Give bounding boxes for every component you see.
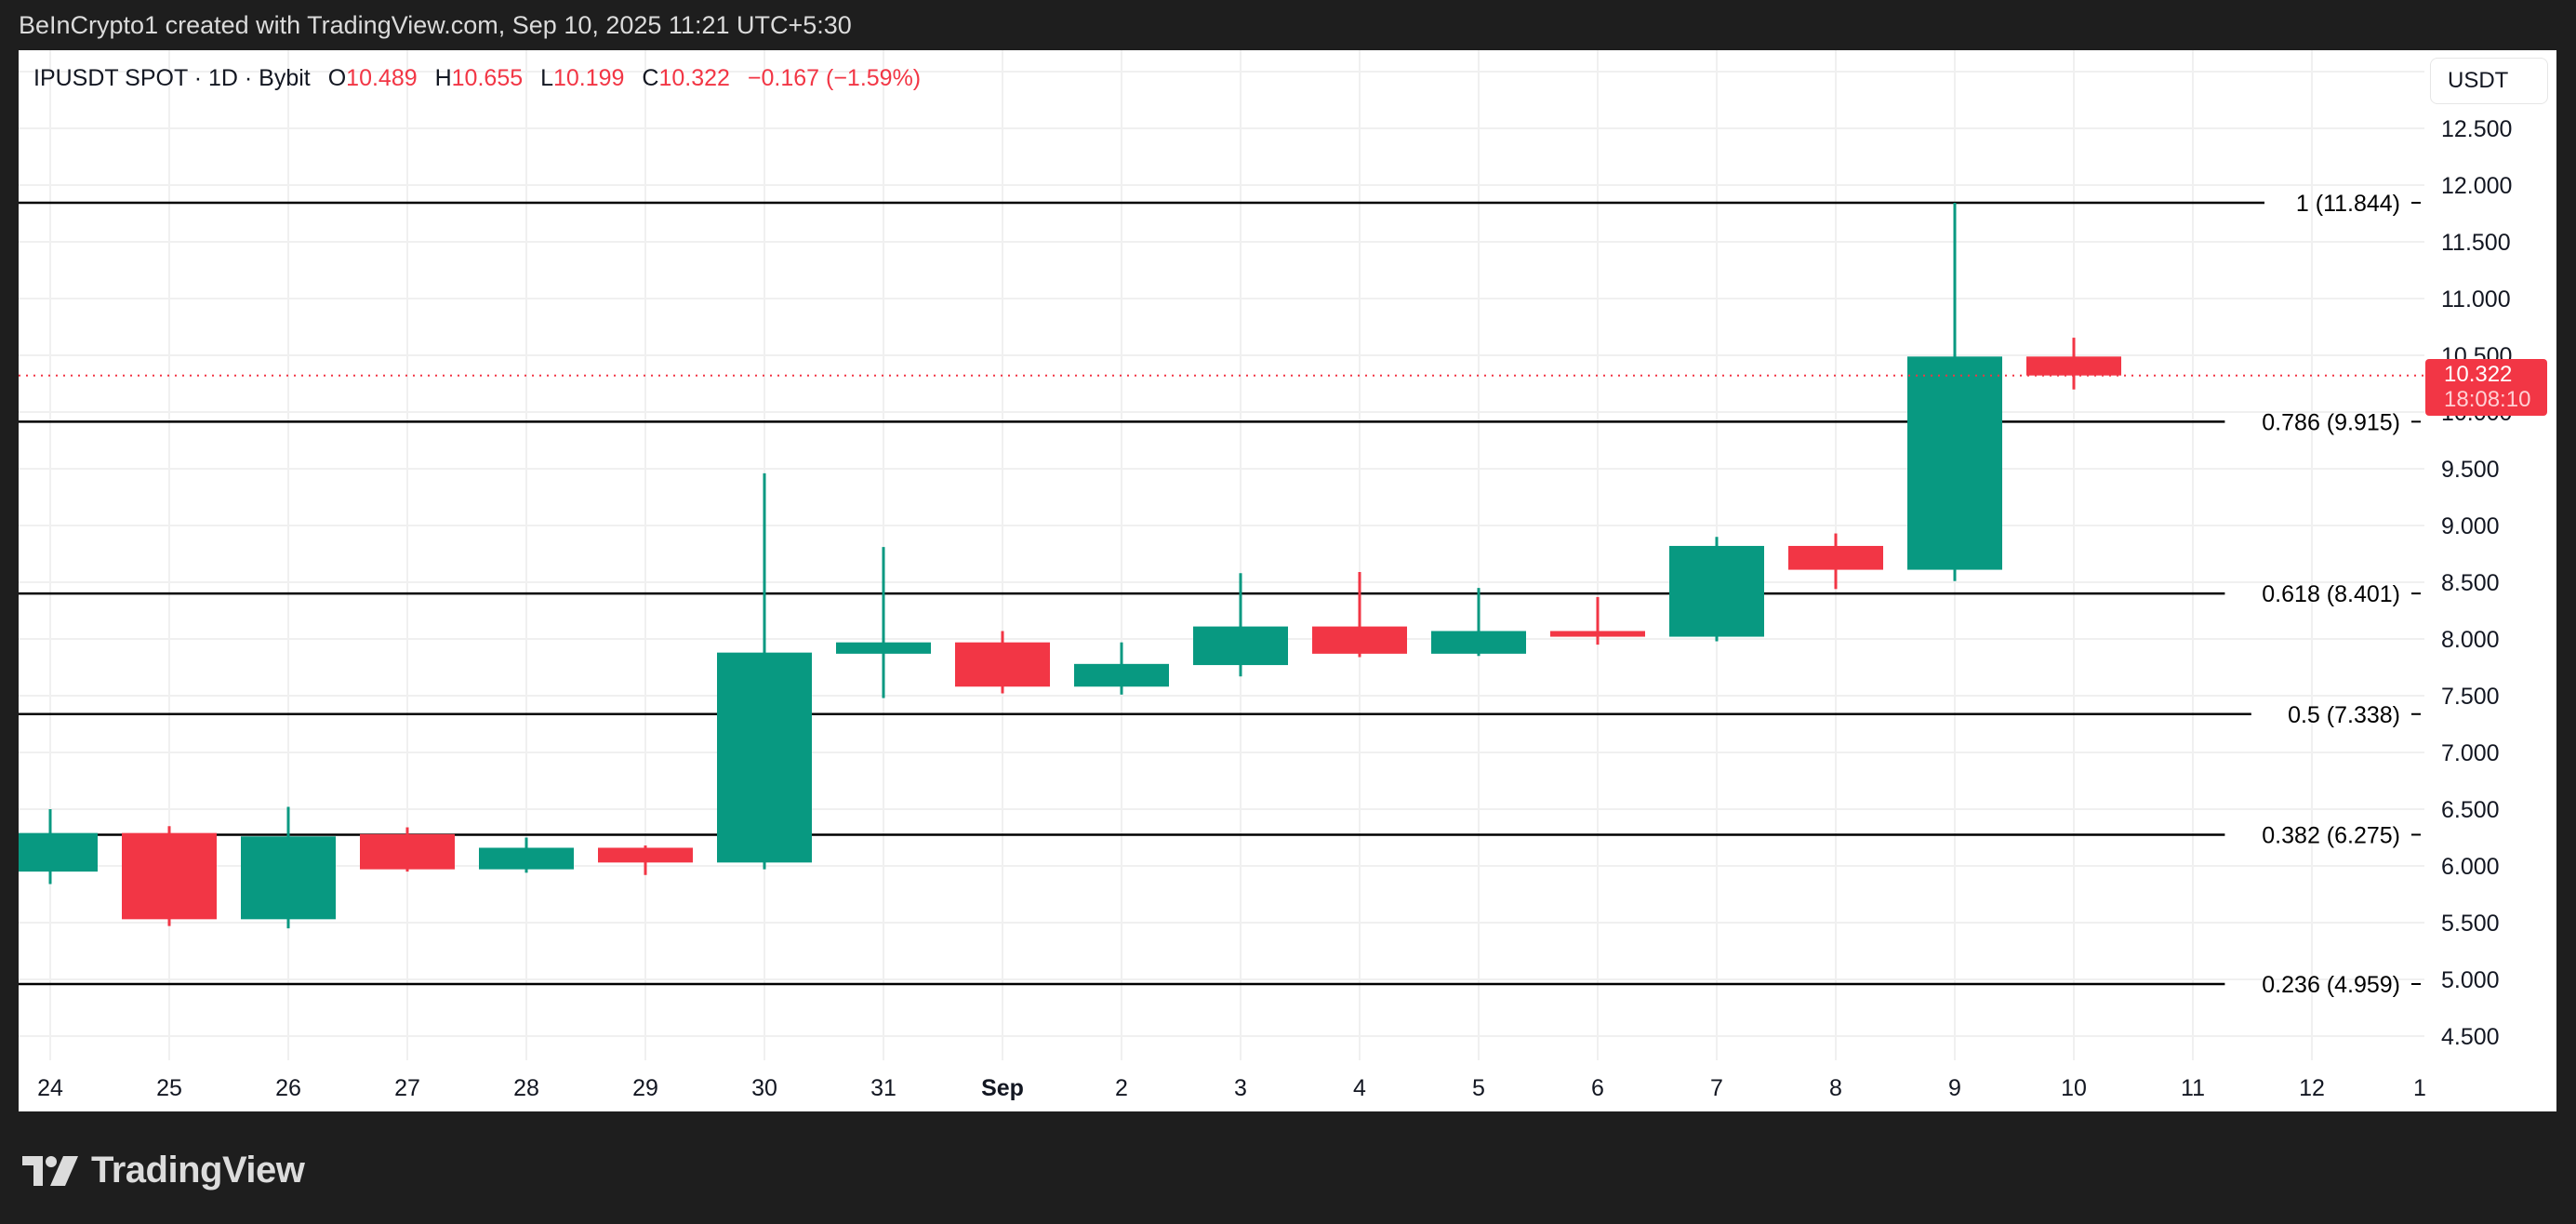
price-tick-label: 8.000 [2441,627,2500,653]
price-tick-label: 12.000 [2441,173,2512,199]
candle-body [19,832,98,872]
fibonacci-levels: 1 (11.844) 0.786 (9.915) 0.618 (8.401) 0.5 … [19,191,2421,998]
time-tick-label: 6 [1591,1075,1604,1101]
open-value: 10.489 [346,65,418,91]
price-tick-label: 7.000 [2441,740,2500,766]
time-tick-label: 9 [1948,1075,1961,1101]
time-tick-label: Sep [981,1075,1024,1101]
time-tick-label: 12 [2299,1075,2325,1101]
candle-body [1550,631,1645,637]
last-price-value: 10.322 [2444,362,2513,387]
time-tick-label: 8 [1829,1075,1842,1101]
fib-label: 0.382 (6.275) [2262,822,2400,848]
price-tick-label: 11.000 [2441,286,2511,313]
price-tick-label: 8.500 [2441,570,2500,596]
price-tick-label: 7.500 [2441,684,2500,710]
tradingview-logo[interactable]: TradingView [22,1150,305,1191]
time-tick-label: 25 [156,1075,182,1101]
bar-countdown: 18:08:10 [2444,387,2531,412]
fib-label: 1 (11.844) [2296,191,2400,217]
candle-body [360,833,455,870]
price-tick-label: 6.000 [2441,854,2500,880]
fib-label: 0.618 (8.401) [2262,581,2400,607]
price-tick-label: 12.500 [2441,116,2512,142]
high-label: H [434,65,452,91]
candlestick-chart[interactable]: 1 (11.844) 0.786 (9.915) 0.618 (8.401) 0.5 … [19,50,2556,1111]
time-tick-label: 31 [870,1075,896,1101]
time-tick-label: 30 [751,1075,777,1101]
time-tick-label: 26 [275,1075,301,1101]
price-tick-label: 9.500 [2441,457,2500,483]
candles [19,203,2121,929]
time-tick-label: 7 [1710,1075,1723,1101]
price-tick-label: 5.500 [2441,911,2500,937]
time-tick-label: 4 [1353,1075,1366,1101]
time-tick-label: 29 [632,1075,658,1101]
symbol-title: IPUSDT SPOT · 1D · Bybit [33,65,311,91]
candle-body [717,652,812,863]
candle-body [598,847,693,863]
currency-button[interactable]: USDT [2430,58,2548,104]
price-tick-label: 9.000 [2441,513,2500,539]
high-value: 10.655 [451,65,524,91]
fib-label: 0.236 (4.959) [2262,972,2400,998]
time-tick-label: 5 [1472,1075,1485,1101]
tradingview-logo-icon [22,1155,78,1186]
close-value: 10.322 [658,65,730,91]
candle-body [1669,545,1764,637]
candle-body [1788,545,1883,570]
last-price-tag: 10.322 18:08:10 [2425,359,2547,416]
candle-body [1193,626,1288,666]
price-tick-label: 6.500 [2441,797,2500,823]
candle-body [2026,356,2121,376]
time-tick-label: 3 [1234,1075,1247,1101]
low-label: L [540,65,553,91]
candle-body [479,847,574,870]
time-tick-label: 27 [394,1075,420,1101]
tradingview-logo-text: TradingView [91,1150,305,1191]
candle-body [1312,626,1407,654]
time-tick-label: 24 [37,1075,63,1101]
price-axis[interactable]: 4.500 5.000 5.500 6.000 6.500 7.000 7.500 8.000… [2441,116,2512,1050]
grid-lines [19,50,2424,1060]
fib-label: 0.786 (9.915) [2262,409,2400,435]
close-label: C [642,65,659,91]
candle-body [955,642,1050,687]
open-label: O [327,65,347,91]
price-tick-label: 5.000 [2441,967,2500,993]
candle-body [1907,356,2002,570]
chart-panel[interactable]: 1 (11.844) 0.786 (9.915) 0.618 (8.401) 0.5 … [19,50,2556,1111]
fib-label: 0.5 (7.338) [2288,702,2400,728]
chart-credit: BeInCrypto1 created with TradingView.com… [19,11,852,39]
time-tick-label: 11 [2181,1075,2205,1101]
candle-body [122,832,217,920]
time-tick-label: 28 [513,1075,539,1101]
time-tick-label: 1 [2413,1075,2426,1101]
candle-body [1074,663,1169,687]
low-value: 10.199 [552,65,625,91]
time-axis[interactable]: 24 25 26 27 28 29 30 31 Sep 2 3 4 5 6 7 8 9 10 11 12 1 [37,1075,2426,1101]
symbol-legend: IPUSDT SPOT · 1D · Bybit O10.489 H10.655… [33,65,921,92]
time-tick-label: 2 [1115,1075,1128,1101]
price-tick-label: 11.500 [2441,230,2511,256]
time-tick-label: 10 [2061,1075,2087,1101]
candle-body [1431,631,1526,654]
change-value: −0.167 (−1.59%) [747,65,922,91]
candle-body [241,836,336,920]
price-tick-label: 4.500 [2441,1024,2500,1050]
candle-body [836,642,931,654]
